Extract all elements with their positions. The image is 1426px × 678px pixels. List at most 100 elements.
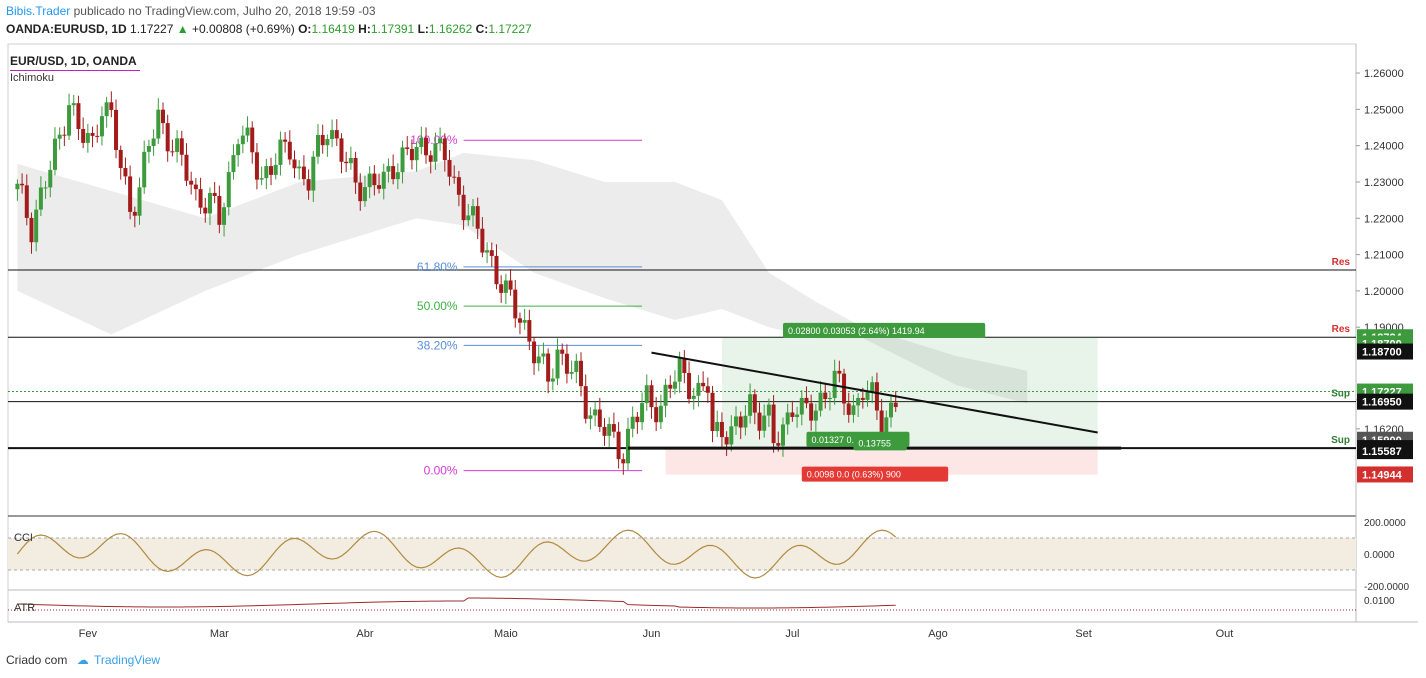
candle-body	[273, 164, 278, 175]
candle-body	[696, 382, 701, 396]
candle-body	[846, 403, 851, 415]
candle-body	[607, 424, 612, 436]
candle-body	[785, 412, 790, 425]
candle-body	[635, 416, 640, 423]
candle-body	[320, 134, 325, 146]
candle-body	[560, 349, 565, 354]
candle-body	[71, 103, 76, 106]
candle-body	[780, 424, 785, 446]
price-tag-box	[1357, 393, 1413, 410]
candle-body	[579, 360, 584, 387]
price-tag: 1.18700	[1362, 347, 1402, 359]
candle-body	[691, 395, 696, 399]
candle-body	[330, 130, 335, 140]
candle-body	[654, 407, 659, 423]
price-tag: 1.15587	[1362, 446, 1402, 458]
candle-body	[499, 284, 504, 293]
candle-body	[757, 412, 762, 431]
created-with: Criado com	[6, 653, 68, 667]
candle-body	[776, 443, 781, 446]
open-value: 1.16419	[311, 22, 355, 36]
x-axis-label: Jun	[643, 628, 661, 640]
fib-level-label: 0.00%	[424, 464, 458, 478]
cci-axis-label: 200.0000	[1364, 518, 1406, 529]
cci-axis-label: 0.0000	[1364, 550, 1395, 561]
candle-body	[734, 416, 739, 427]
candle-body	[250, 127, 255, 153]
candle-body	[682, 358, 687, 374]
x-axis-label: Set	[1075, 628, 1092, 640]
candle-body	[842, 373, 847, 404]
legend-title[interactable]: EUR/USD, 1D, OANDA	[10, 54, 137, 68]
level-label: Sup	[1331, 435, 1350, 446]
candle-body	[165, 123, 170, 152]
candle-body	[367, 173, 372, 188]
open-label: O:	[298, 22, 312, 36]
candle-body	[132, 211, 137, 216]
candle-body	[222, 207, 227, 225]
candle-body	[409, 148, 414, 161]
candle-body	[663, 384, 668, 406]
candle-body	[311, 156, 316, 191]
candle-body	[400, 147, 405, 173]
candle-body	[705, 386, 710, 393]
descending-trendline	[651, 351, 1098, 434]
atr-label: ATR	[14, 602, 35, 614]
y-axis-label: 1.20000	[1364, 286, 1404, 298]
candle-body	[837, 370, 842, 374]
position-label: 0.01327 0.10294	[811, 435, 879, 445]
candle-body	[236, 144, 241, 156]
candle-body	[315, 134, 320, 157]
candle-body	[344, 161, 349, 164]
fib-level-label: 38.20%	[417, 338, 458, 352]
candle-body	[489, 250, 494, 256]
candle-body	[231, 155, 236, 173]
x-axis-label: Mar	[210, 628, 229, 640]
footer-brand[interactable]: TradingView	[94, 653, 161, 667]
candle-body	[456, 177, 461, 195]
ichimoku-cloud	[17, 152, 1028, 404]
candle-body	[334, 130, 339, 139]
candle-body	[146, 146, 151, 152]
x-axis-label: Fev	[79, 628, 98, 640]
candle-body	[442, 138, 447, 161]
candle-body	[513, 289, 518, 319]
candle-body	[212, 192, 217, 196]
candle-body	[433, 143, 438, 162]
x-axis-label: Ago	[928, 628, 948, 640]
low-value: 1.16262	[428, 22, 473, 36]
tradingview-logo-icon[interactable]: ☁	[76, 653, 89, 667]
author-link[interactable]: Bibis.Trader	[6, 4, 71, 18]
candle-body	[625, 428, 630, 464]
candle-body	[555, 349, 560, 379]
legend-indicator[interactable]: Ichimoku	[10, 70, 140, 84]
position-label-box	[853, 435, 907, 451]
candle-body	[602, 426, 607, 436]
candle-body	[827, 397, 832, 400]
candle-body	[283, 139, 288, 142]
candle-body	[90, 133, 95, 136]
candle-body	[799, 397, 804, 415]
candle-body	[640, 403, 645, 423]
y-axis-label: 1.23000	[1364, 177, 1404, 189]
price-tag-box	[1357, 343, 1413, 360]
candle-body	[264, 166, 269, 179]
up-arrow-icon: ▲	[176, 22, 189, 36]
candle-body	[818, 392, 823, 411]
position-label: 0.0098 0.0 (0.63%) 900	[807, 470, 901, 480]
profit-zone	[721, 337, 1098, 449]
candle-body	[649, 385, 654, 408]
candle-body	[170, 151, 175, 153]
x-axis-label: Maio	[494, 628, 518, 640]
candle-body	[710, 392, 715, 432]
candle-body	[687, 373, 692, 399]
candle-body	[517, 318, 522, 323]
candle-body	[672, 381, 677, 389]
candle-body	[29, 217, 34, 243]
candle-body	[527, 320, 532, 342]
candle-body	[175, 138, 180, 152]
candle-body	[546, 353, 551, 382]
candle-body	[588, 415, 593, 419]
candle-body	[414, 146, 419, 161]
